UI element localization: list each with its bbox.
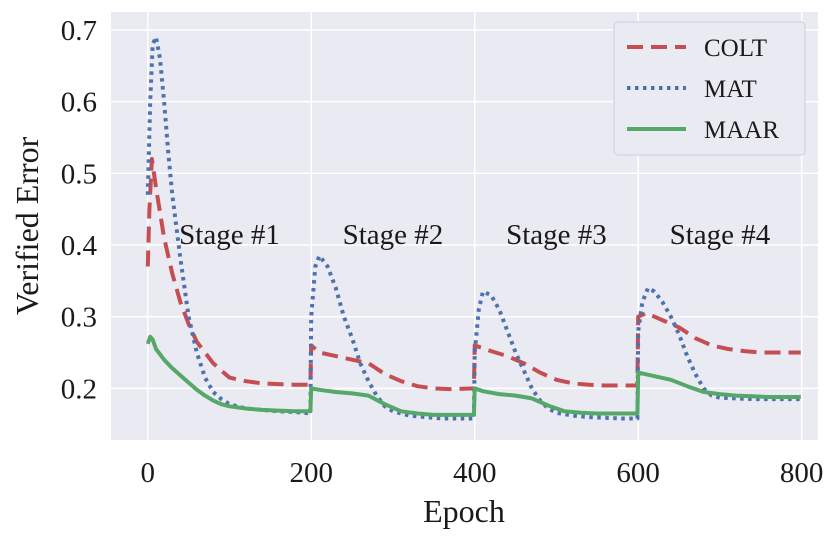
y-axis-label: Verified Error xyxy=(9,136,45,315)
y-tick-label: 0.3 xyxy=(61,302,97,334)
x-tick-label: 600 xyxy=(616,457,660,489)
stage-label: Stage #1 xyxy=(179,219,280,251)
legend: COLT MAT MAAR xyxy=(613,21,806,156)
x-tick-label: 200 xyxy=(289,457,333,489)
legend-label-mat: MAT xyxy=(704,76,757,103)
series-line-maar xyxy=(145,334,801,417)
series-line-mat xyxy=(145,35,801,421)
stage-label: Stage #3 xyxy=(506,219,607,251)
y-tick-label: 0.7 xyxy=(61,15,97,47)
series-lines xyxy=(145,35,801,421)
legend-box xyxy=(613,21,806,156)
y-tick-label: 0.5 xyxy=(61,158,97,190)
x-tick-label: 0 xyxy=(141,457,156,489)
y-tick-label: 0.2 xyxy=(61,373,97,405)
legend-label-colt: COLT xyxy=(704,35,767,62)
tick-labels: 0.2 0.3 0.4 0.5 0.6 0.7 0 200 400 600 800 xyxy=(61,15,824,489)
stage-label: Stage #4 xyxy=(670,219,771,251)
stage-label: Stage #2 xyxy=(343,219,444,251)
y-tick-label: 0.6 xyxy=(61,87,97,119)
series-line-colt xyxy=(145,157,801,392)
x-tick-label: 800 xyxy=(780,457,824,489)
x-tick-label: 400 xyxy=(453,457,497,489)
x-axis-label: Epoch xyxy=(423,493,505,529)
stage-annotations: Stage #1 Stage #2 Stage #3 Stage #4 xyxy=(179,219,771,251)
legend-label-maar: MAAR xyxy=(704,117,779,144)
y-tick-label: 0.4 xyxy=(61,230,98,262)
